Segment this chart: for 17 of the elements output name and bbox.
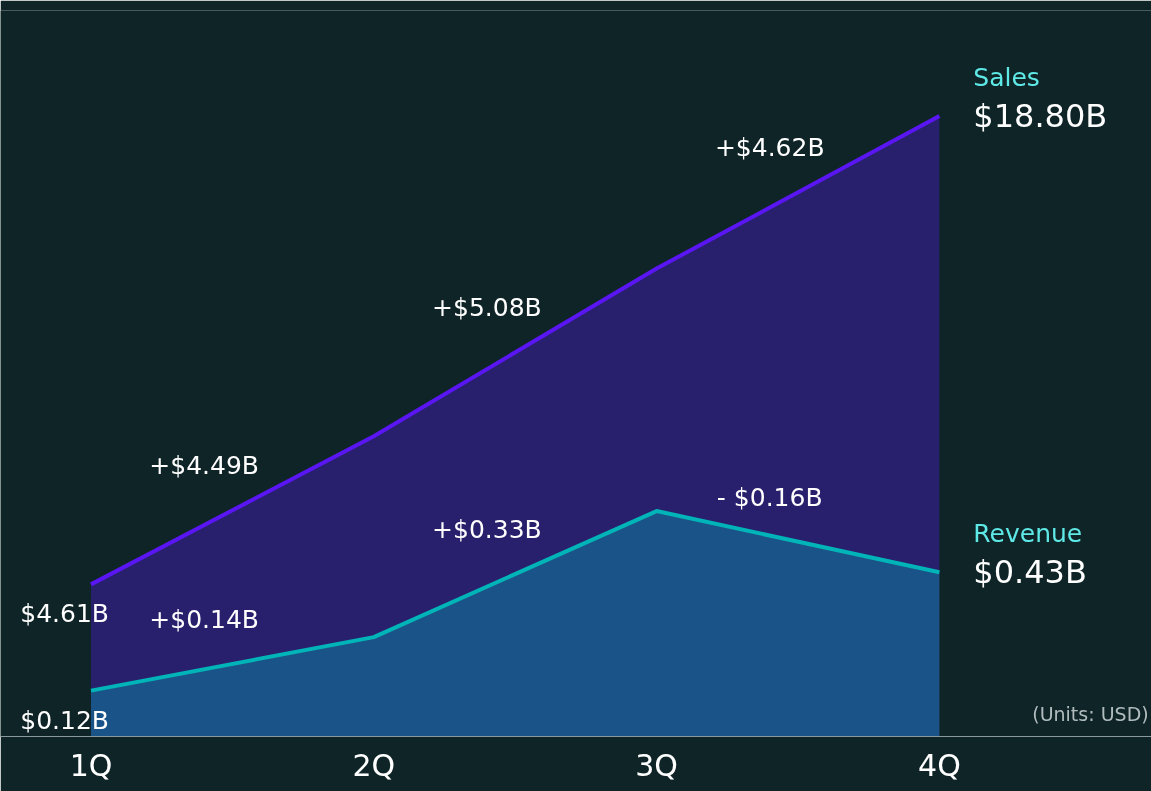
annotation: +$0.14B (149, 604, 259, 634)
annotation: +$4.62B (714, 133, 825, 163)
data-label: $4.61B (20, 599, 110, 629)
x-tick-label: 2Q (352, 747, 396, 783)
data-label: $0.43B (973, 553, 1087, 592)
annotation: (Units: USD) (1032, 702, 1149, 725)
x-tick-label: 3Q (635, 747, 678, 783)
series-label: Revenue (973, 519, 1083, 549)
annotation: +$5.08B (432, 293, 542, 323)
annotation: +$0.33B (432, 515, 542, 545)
annotation: +$4.49B (149, 451, 259, 481)
data-label: $0.12B (20, 705, 110, 735)
x-tick-label: 4Q (918, 747, 961, 783)
data-label: $18.80B (973, 97, 1108, 136)
series-label: Sales (973, 63, 1040, 93)
annotation: - $0.16B (716, 482, 823, 512)
x-tick-label: 1Q (69, 747, 113, 783)
